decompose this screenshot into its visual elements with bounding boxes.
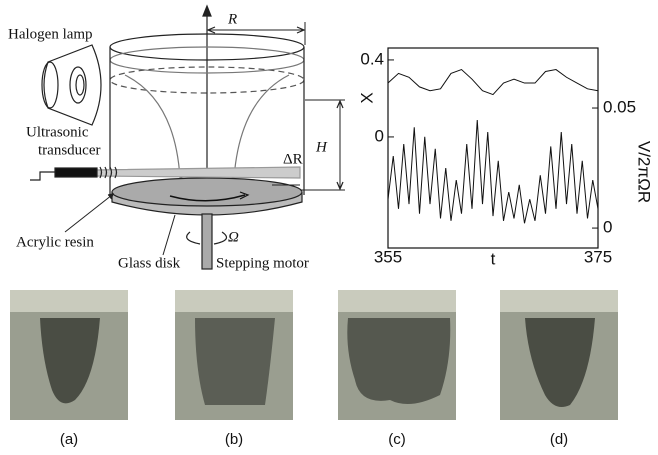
- photo-caption: (b): [225, 431, 243, 448]
- label-transducer: Ultrasonic: [26, 124, 89, 140]
- x-tick-label: 355: [374, 247, 402, 266]
- photo-caption: (c): [388, 431, 406, 448]
- y2-axis-label: V/2πΩR: [635, 141, 654, 203]
- label-height: H: [315, 139, 328, 155]
- photo: [10, 290, 128, 420]
- label-omega: Ω: [228, 229, 239, 245]
- series-line: [387, 68, 599, 96]
- y2-tick-label: 0: [603, 218, 612, 237]
- y-axis-label: X: [357, 92, 376, 103]
- photo-caption: (a): [60, 431, 78, 448]
- label-radius: R: [227, 11, 237, 27]
- apparatus-diagram: [30, 4, 345, 270]
- photo: [338, 290, 456, 420]
- photo: [175, 290, 293, 420]
- y2-tick-label: 0.05: [603, 98, 636, 117]
- label-transducer: transducer: [38, 142, 100, 158]
- photo: [500, 290, 618, 420]
- plot-frame: [387, 47, 599, 249]
- y-tick-label: 0.4: [360, 49, 384, 68]
- x-axis-label: t: [491, 249, 496, 268]
- label-lamp: Halogen lamp: [8, 26, 93, 42]
- label-motor: Stepping motor: [216, 255, 309, 271]
- label-delta-r: ΔR: [283, 151, 303, 167]
- series-line: [387, 119, 599, 224]
- label-disk: Glass disk: [118, 255, 181, 271]
- label-resin: Acrylic resin: [16, 234, 94, 250]
- y-tick-label: 0: [375, 126, 384, 145]
- photo-caption: (d): [550, 431, 568, 448]
- x-tick-label: 375: [584, 247, 612, 266]
- photos: [10, 290, 618, 420]
